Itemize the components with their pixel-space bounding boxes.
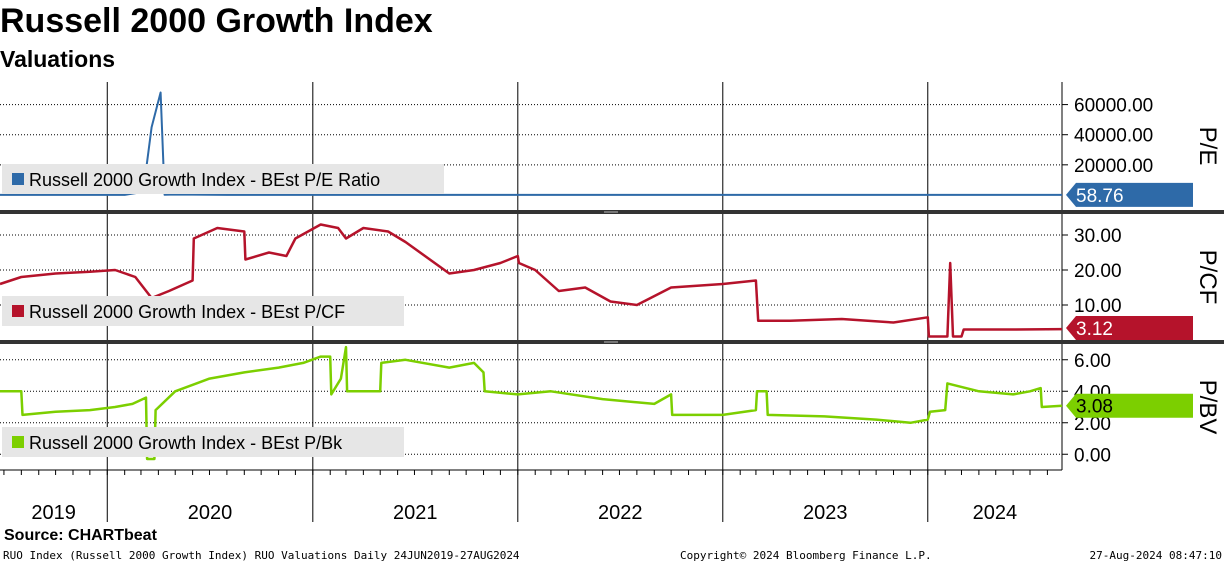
last-value-label-pbv: 3.08 <box>1076 397 1113 418</box>
footer-timestamp: 27-Aug-2024 08:47:10 <box>1089 549 1222 562</box>
y-tick-label: 60000.00 <box>1074 96 1153 117</box>
x-tick-label: 2020 <box>188 502 233 524</box>
chart-subtitle: Valuations <box>0 46 116 72</box>
footer-index-info: RUO Index (Russell 2000 Growth Index) RU… <box>3 549 520 562</box>
y-tick-label: 0.00 <box>1074 445 1111 466</box>
legend-label-pcf: Russell 2000 Growth Index - BEst P/CF <box>29 302 345 322</box>
y-tick-label: 6.00 <box>1074 351 1111 372</box>
y-tick-label: 20.00 <box>1074 261 1122 282</box>
x-tick-label: 2022 <box>598 502 643 524</box>
y-tick-label: 10.00 <box>1074 296 1122 317</box>
x-tick-label: 2021 <box>393 502 438 524</box>
x-tick-label: 2024 <box>973 502 1018 524</box>
last-value-flag-pbv <box>1066 393 1193 418</box>
y-axis-label-pe: P/E <box>1194 127 1221 166</box>
series-line-pbv <box>0 345 1063 461</box>
legend-box <box>2 427 404 457</box>
legend-swatch-pbv <box>12 436 24 448</box>
last-value-label-pe: 58.76 <box>1076 186 1124 207</box>
y-tick-label: 2.00 <box>1074 414 1111 435</box>
legend-label-pe: Russell 2000 Growth Index - BEst P/E Rat… <box>29 170 380 190</box>
footer-copyright: Copyright© 2024 Bloomberg Finance L.P. <box>680 549 932 562</box>
legend-box <box>2 164 444 194</box>
source-label: Source: CHARTbeat <box>4 527 157 544</box>
x-tick-label: 2023 <box>803 502 848 524</box>
x-tick-label: 2019 <box>31 502 76 524</box>
y-axis-label-pbv: P/BV <box>1194 380 1221 435</box>
series-line-pcf <box>0 223 1063 338</box>
last-value-label-pcf: 3.12 <box>1076 319 1113 340</box>
y-tick-label: 30.00 <box>1074 226 1122 247</box>
series-line-pe <box>0 91 1062 196</box>
last-value-flag-pcf <box>1066 316 1193 340</box>
last-value-flag-pe <box>1066 182 1193 207</box>
y-tick-label: 20000.00 <box>1074 156 1153 177</box>
legend-label-pbv: Russell 2000 Growth Index - BEst P/Bk <box>29 433 343 453</box>
y-tick-label: 40000.00 <box>1074 126 1153 147</box>
chart-title: Russell 2000 Growth Index <box>0 2 433 40</box>
y-axis-label-pcf: P/CF <box>1194 250 1221 305</box>
legend-swatch-pe <box>12 173 24 185</box>
legend-box <box>2 296 404 326</box>
legend-swatch-pcf <box>12 305 24 317</box>
